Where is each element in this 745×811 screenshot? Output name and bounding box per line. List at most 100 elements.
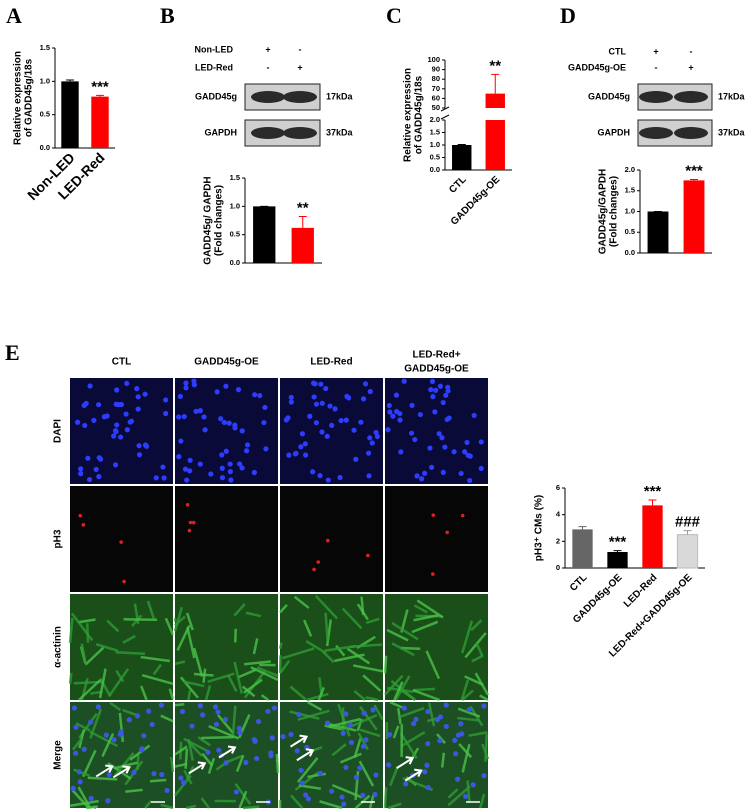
actinin-fiber bbox=[471, 654, 484, 663]
y-tick-label: 0.0 bbox=[430, 165, 440, 174]
nucleus bbox=[72, 750, 79, 756]
nucleus bbox=[106, 772, 112, 778]
arrow bbox=[404, 768, 423, 782]
actinin-fiber bbox=[398, 706, 425, 719]
actinin-fiber bbox=[149, 778, 167, 783]
actinin-fiber bbox=[353, 690, 366, 701]
actinin-fiber bbox=[322, 650, 335, 664]
y-tick-label: 1.0 bbox=[625, 206, 635, 215]
nucleus bbox=[343, 417, 349, 423]
actinin-fiber bbox=[164, 617, 175, 636]
ph3-nucleus bbox=[312, 567, 316, 572]
micrograph-background bbox=[70, 378, 173, 484]
significance-label: ### bbox=[675, 514, 701, 531]
nucleus bbox=[117, 731, 124, 737]
nucleus bbox=[183, 380, 189, 386]
actinin-fiber bbox=[275, 753, 280, 773]
nucleus bbox=[319, 400, 325, 406]
nucleus bbox=[340, 730, 346, 736]
significance-label: ** bbox=[489, 57, 501, 74]
actinin-fiber bbox=[348, 713, 378, 729]
nucleus bbox=[351, 427, 357, 433]
actinin-fiber bbox=[122, 634, 136, 644]
y-axis-label: of GADD45g/18s bbox=[414, 75, 425, 154]
nucleus bbox=[357, 765, 363, 771]
nucleus bbox=[179, 708, 186, 715]
nucleus bbox=[160, 464, 166, 470]
y-axis-label: of GADD45g/18s bbox=[24, 58, 35, 137]
nucleus bbox=[202, 427, 208, 433]
condition-sign: + bbox=[688, 62, 693, 72]
actinin-fiber bbox=[186, 626, 196, 659]
nucleus bbox=[437, 738, 443, 744]
y-tick-label: 1.5 bbox=[40, 43, 50, 52]
nucleus bbox=[88, 795, 94, 801]
nucleus bbox=[146, 708, 152, 714]
actinin-fiber bbox=[152, 663, 162, 676]
nucleus bbox=[261, 419, 267, 426]
actinin-fiber bbox=[470, 619, 483, 632]
micrograph-background bbox=[280, 594, 383, 700]
bar bbox=[647, 211, 669, 253]
actinin-fiber bbox=[479, 694, 489, 702]
actinin-fiber bbox=[427, 702, 436, 727]
nucleus bbox=[337, 474, 343, 481]
actinin-fiber bbox=[238, 790, 248, 809]
condition-label: Non-LED bbox=[195, 44, 234, 54]
nucleus bbox=[329, 788, 335, 794]
nucleus bbox=[478, 439, 484, 445]
actinin-fiber bbox=[317, 686, 325, 701]
nucleus bbox=[429, 378, 436, 384]
actinin-fiber bbox=[243, 660, 271, 666]
bar bbox=[452, 145, 472, 170]
actinin-fiber bbox=[98, 668, 107, 699]
bar bbox=[683, 180, 705, 253]
actinin-fiber bbox=[168, 688, 175, 700]
nucleus bbox=[433, 387, 439, 393]
actinin-fiber bbox=[306, 692, 329, 702]
actinin-fiber bbox=[174, 762, 188, 768]
actinin-fiber bbox=[84, 646, 105, 666]
y-axis-label: (Fold changes) bbox=[214, 185, 225, 256]
nucleus bbox=[343, 764, 349, 771]
nucleus bbox=[227, 469, 233, 475]
error-bar bbox=[578, 526, 587, 530]
nucleus bbox=[126, 717, 132, 723]
actinin-fiber bbox=[358, 760, 375, 787]
nucleus bbox=[329, 422, 335, 429]
y-tick-label: 60 bbox=[432, 93, 440, 102]
actinin-fiber bbox=[113, 752, 135, 777]
micrograph-background bbox=[280, 486, 383, 592]
nucleus bbox=[373, 772, 379, 778]
nucleus bbox=[197, 408, 203, 414]
y-tick-label: 1.0 bbox=[230, 201, 240, 210]
nucleus bbox=[443, 392, 449, 398]
nucleus bbox=[393, 392, 400, 398]
band-label: GAPDH bbox=[597, 127, 630, 137]
nucleus bbox=[387, 731, 393, 738]
actinin-fiber bbox=[412, 689, 440, 702]
y-tick-label: 0.5 bbox=[230, 230, 240, 239]
nucleus bbox=[446, 415, 452, 421]
actinin-fiber bbox=[174, 745, 188, 756]
actinin-fiber bbox=[106, 619, 120, 633]
nucleus bbox=[226, 420, 232, 426]
significance-label: *** bbox=[91, 78, 109, 95]
nucleus bbox=[310, 469, 316, 475]
nucleus bbox=[163, 397, 169, 403]
nucleus bbox=[471, 412, 477, 419]
nucleus bbox=[223, 448, 229, 454]
panel-letter: A bbox=[6, 3, 22, 28]
band-size: 37kDa bbox=[718, 127, 745, 137]
nucleus bbox=[413, 716, 419, 722]
nucleus bbox=[134, 713, 141, 719]
actinin-fiber bbox=[305, 640, 327, 654]
nucleus bbox=[200, 712, 206, 718]
actinin-fiber bbox=[78, 618, 96, 624]
error-bar bbox=[66, 79, 74, 82]
y-axis-label: GADD45g/ GAPDH bbox=[203, 176, 214, 264]
nucleus bbox=[163, 410, 169, 417]
nucleus bbox=[296, 711, 302, 718]
actinin-fiber bbox=[233, 603, 246, 617]
